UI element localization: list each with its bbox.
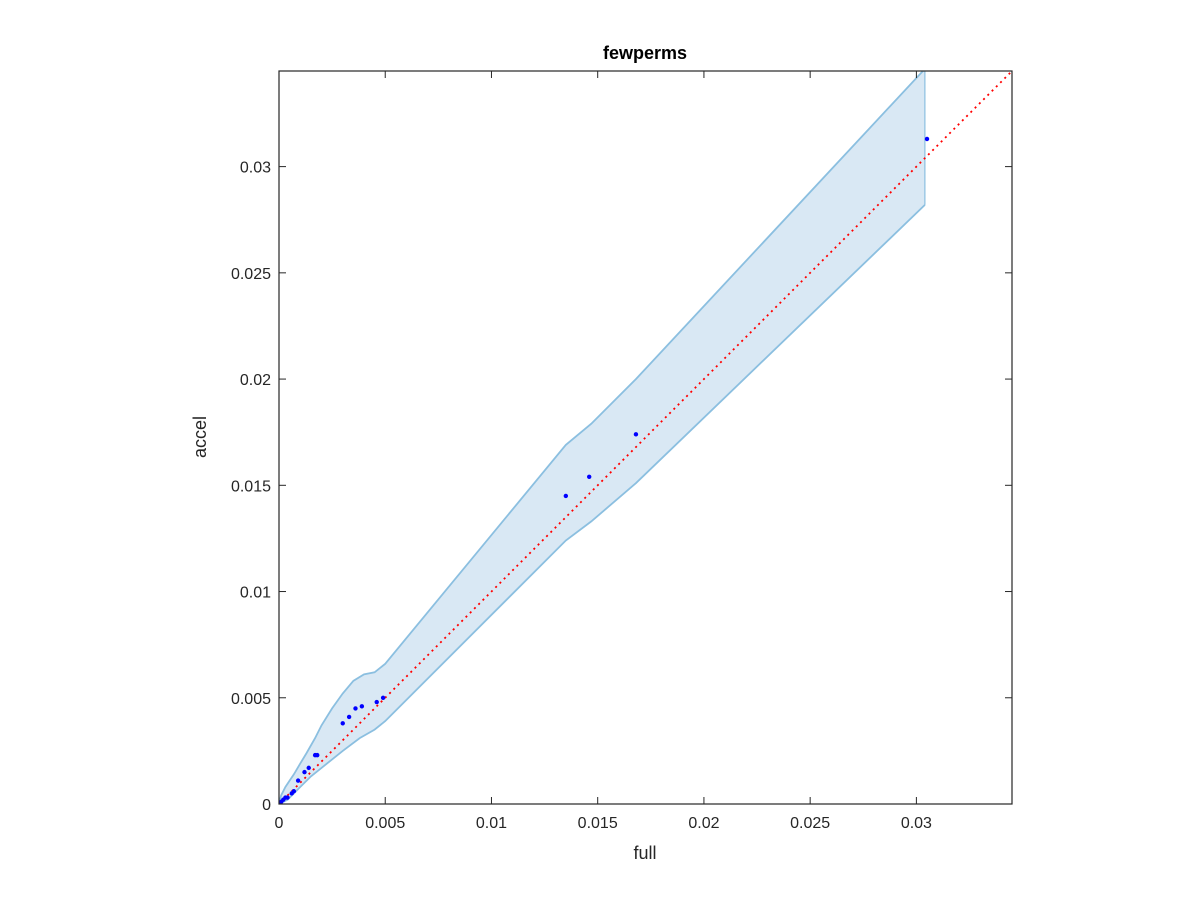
data-point xyxy=(586,474,592,480)
data-point xyxy=(295,778,301,783)
y-tick-label: 0.02 xyxy=(240,372,271,389)
data-point xyxy=(302,769,307,775)
data-point xyxy=(353,706,358,711)
band-upper-edge xyxy=(279,71,925,804)
x-tick-label: 0.025 xyxy=(790,815,830,832)
x-tick-label: 0.03 xyxy=(901,815,932,832)
axes-ticks: 0 0.005 0.01 0.015 0.02 0.025 0.03 0 0.005 0.01 0.… xyxy=(231,71,1012,832)
y-tick-label: 0.025 xyxy=(231,266,271,283)
axes-box xyxy=(278,70,1013,805)
data-point xyxy=(346,714,352,720)
data-point xyxy=(359,704,365,709)
y-tick-label: 0 xyxy=(262,797,271,814)
y-tick-label: 0.01 xyxy=(240,585,271,602)
y-tick-label: 0.03 xyxy=(240,160,271,177)
plot-area xyxy=(279,71,1012,804)
data-point xyxy=(633,432,639,437)
data-point xyxy=(340,721,345,726)
x-tick-label: 0.01 xyxy=(476,815,507,832)
y-tick-label: 0.015 xyxy=(231,478,271,495)
x-tick-label: 0.005 xyxy=(365,815,405,832)
data-point xyxy=(563,493,569,499)
y-axis-label: accel xyxy=(190,416,210,458)
y-tick-label: 0.005 xyxy=(231,691,271,708)
plot-content xyxy=(279,71,1012,804)
x-tick-label: 0.02 xyxy=(688,815,719,832)
data-point xyxy=(306,765,311,771)
x-axis-label: full xyxy=(633,843,656,863)
data-point xyxy=(312,752,318,758)
x-tick-label: 0.015 xyxy=(578,815,618,832)
data-point xyxy=(380,695,386,700)
data-point xyxy=(289,791,294,796)
chart-title: fewperms xyxy=(603,43,687,63)
x-tick-label: 0 xyxy=(275,815,284,832)
data-point xyxy=(924,136,930,142)
data-point xyxy=(374,699,379,705)
confidence-band xyxy=(279,71,925,804)
